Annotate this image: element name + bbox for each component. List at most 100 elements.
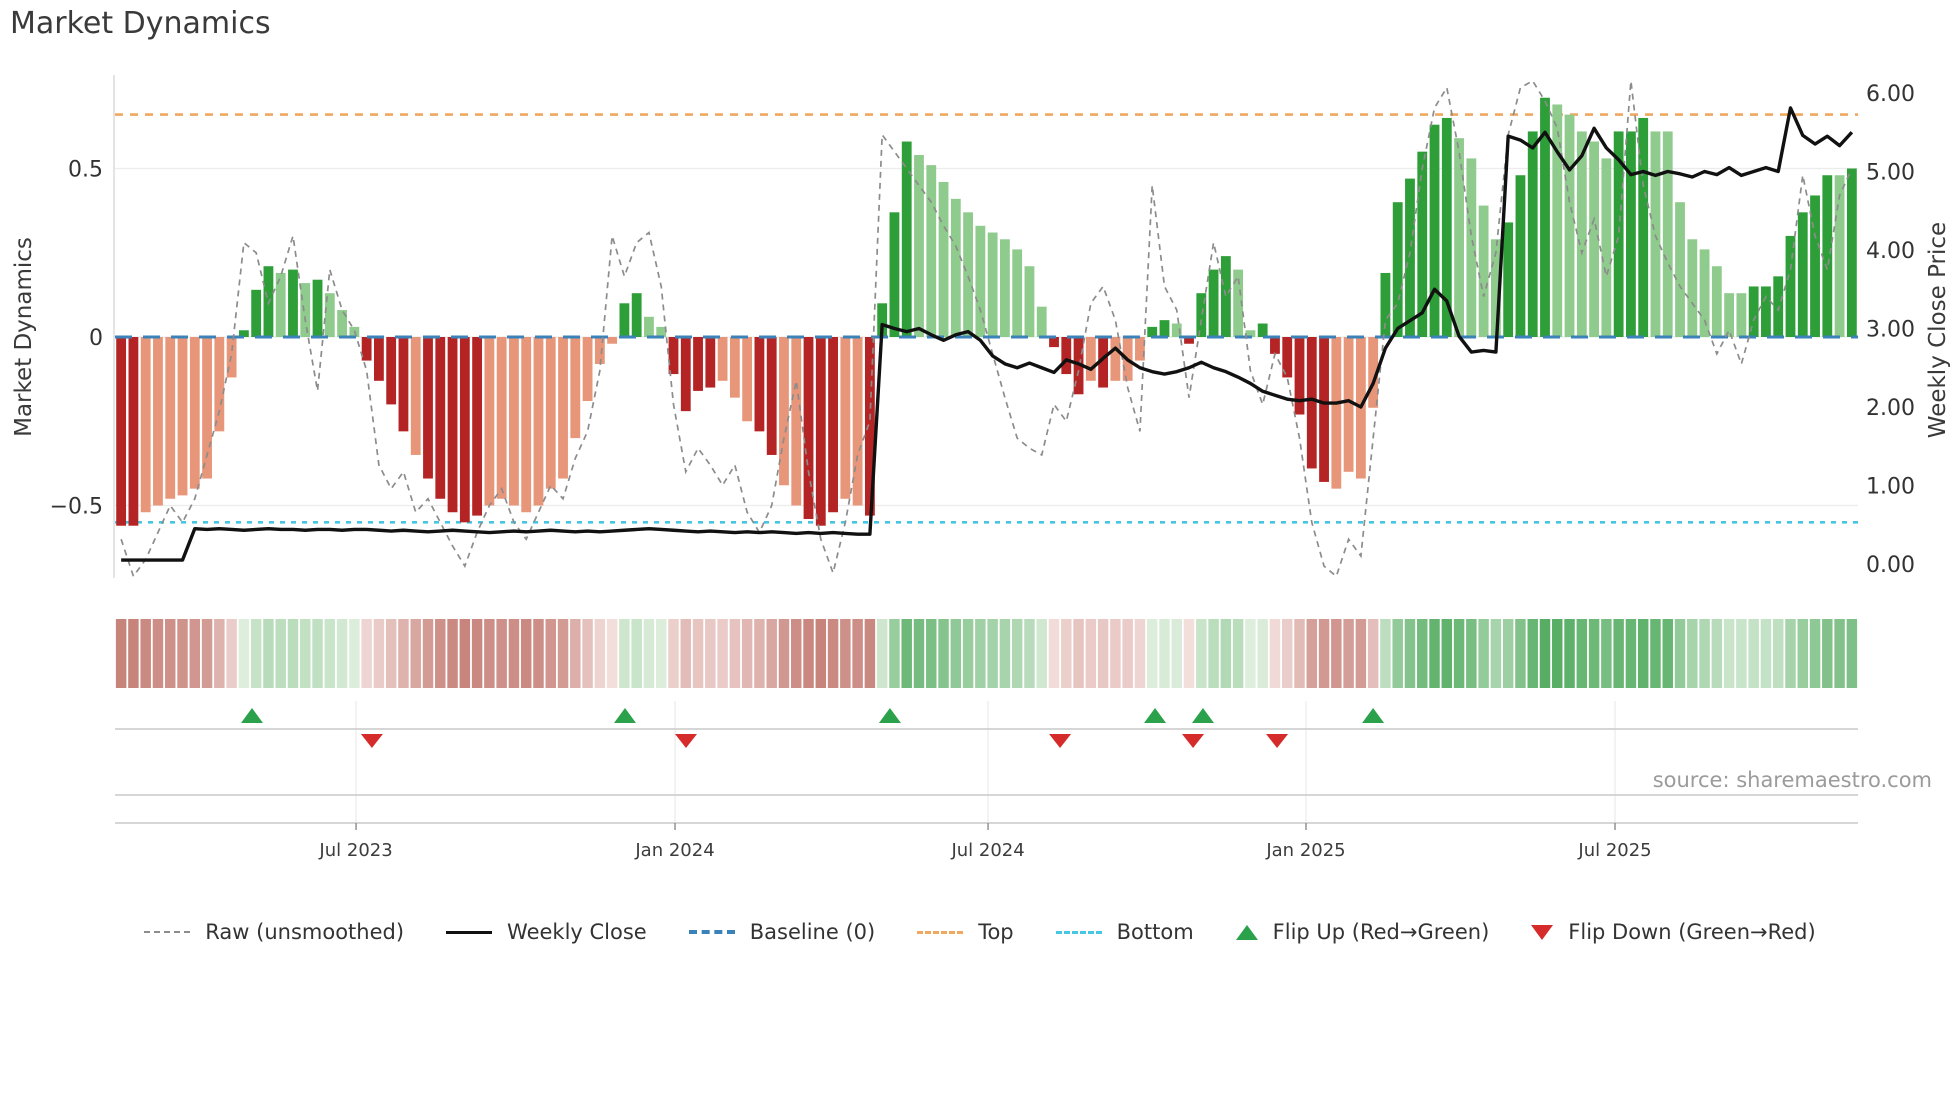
bar bbox=[1110, 337, 1121, 381]
bar bbox=[1552, 104, 1563, 337]
bar bbox=[644, 316, 654, 337]
bar bbox=[423, 337, 433, 479]
heatmap-cell bbox=[484, 619, 495, 688]
bar bbox=[1319, 337, 1329, 482]
flip-down-marker bbox=[360, 734, 383, 748]
heatmap-cell bbox=[962, 619, 974, 688]
heatmap-cell bbox=[1723, 619, 1735, 688]
bar bbox=[1343, 337, 1354, 472]
heatmap-cell bbox=[668, 619, 679, 688]
heatmap-cell bbox=[214, 619, 225, 688]
heatmap-cell bbox=[373, 619, 385, 688]
heatmap-cell bbox=[1478, 619, 1489, 688]
heatmap-cell bbox=[717, 619, 728, 688]
bar bbox=[1233, 269, 1244, 337]
right-tick-label: 2.00 bbox=[1866, 396, 1915, 421]
bar bbox=[1135, 337, 1145, 361]
bar bbox=[1613, 131, 1624, 337]
heatmap-cell bbox=[680, 619, 692, 688]
heatmap-cell bbox=[754, 619, 765, 688]
bar bbox=[963, 212, 973, 337]
bar bbox=[717, 337, 728, 381]
legend-item-weekly-close: Weekly Close bbox=[446, 920, 647, 944]
bar bbox=[447, 337, 458, 513]
heatmap-cell bbox=[840, 619, 851, 688]
bar bbox=[1773, 276, 1784, 337]
bar bbox=[1662, 131, 1673, 337]
heatmap-cell bbox=[852, 619, 863, 688]
bar bbox=[791, 337, 802, 506]
flip-down-marker bbox=[1049, 734, 1072, 748]
heatmap-cell bbox=[619, 619, 630, 688]
heatmap-cell bbox=[901, 619, 912, 688]
bar bbox=[1208, 269, 1219, 337]
bar bbox=[386, 337, 397, 405]
heatmap-cell bbox=[1699, 619, 1710, 688]
bar bbox=[1331, 337, 1342, 489]
heatmap-cell bbox=[459, 619, 471, 688]
flip-down-marker bbox=[1266, 734, 1289, 748]
bar bbox=[214, 337, 225, 432]
flip-up-marker bbox=[240, 708, 263, 723]
heatmap-cell bbox=[508, 619, 520, 688]
heatmap-cell bbox=[791, 619, 802, 688]
x-tick-label: Jul 2023 bbox=[318, 840, 392, 861]
legend-item-bottom: Bottom bbox=[1055, 920, 1194, 944]
heatmap-cell bbox=[164, 619, 176, 688]
bar bbox=[1368, 337, 1379, 408]
legend: Raw (unsmoothed) Weekly Close Baseline (… bbox=[0, 920, 1960, 944]
heatmap-cell bbox=[1367, 619, 1379, 688]
bar bbox=[668, 337, 679, 375]
heatmap-cell bbox=[1662, 619, 1673, 688]
heatmap-cell bbox=[1564, 619, 1575, 688]
heatmap-cell bbox=[1134, 619, 1146, 688]
bar bbox=[1748, 286, 1759, 337]
bar bbox=[864, 337, 875, 516]
heatmap-cell bbox=[471, 619, 483, 688]
x-tick-label: Jul 2024 bbox=[950, 840, 1024, 861]
heatmap-cell bbox=[606, 619, 618, 688]
heatmap-cell bbox=[1294, 619, 1305, 688]
heatmap-cell bbox=[1171, 619, 1182, 688]
heatmap-cell bbox=[1613, 619, 1624, 688]
bar bbox=[1687, 239, 1698, 337]
bottom-line-swatch-icon bbox=[1055, 930, 1102, 934]
top-line-swatch-icon bbox=[917, 930, 964, 934]
bar bbox=[509, 337, 519, 506]
heatmap-cell bbox=[827, 619, 839, 688]
bar bbox=[1171, 323, 1182, 337]
heatmap-cell bbox=[889, 619, 900, 688]
bar bbox=[631, 293, 642, 337]
flip-up-marker bbox=[878, 708, 901, 723]
bar bbox=[987, 232, 998, 337]
heatmap-cell bbox=[692, 619, 704, 688]
bar bbox=[1711, 266, 1722, 337]
bar bbox=[1761, 286, 1771, 337]
heatmap-cell bbox=[582, 619, 593, 688]
heatmap-cell bbox=[766, 619, 777, 688]
bar bbox=[1576, 131, 1587, 337]
bar bbox=[889, 212, 900, 337]
bar bbox=[975, 225, 986, 337]
left-tick-label: 0.5 bbox=[68, 158, 103, 183]
heatmap-cell bbox=[705, 619, 716, 688]
bar bbox=[1429, 124, 1440, 337]
flip-up-marker bbox=[614, 708, 637, 723]
bar bbox=[324, 293, 335, 337]
heatmap-cell bbox=[1110, 619, 1121, 688]
bar bbox=[1036, 306, 1047, 337]
heatmap-cell bbox=[876, 619, 888, 688]
bar bbox=[288, 269, 298, 337]
x-tick-label: Jan 2024 bbox=[634, 840, 714, 861]
bar bbox=[153, 337, 163, 506]
flip-down-marker bbox=[1182, 734, 1205, 748]
bar bbox=[1785, 235, 1796, 337]
bar bbox=[1441, 117, 1452, 337]
bar bbox=[1417, 151, 1428, 337]
heatmap-cell bbox=[496, 619, 507, 688]
heatmap-cell bbox=[177, 619, 188, 688]
bar bbox=[914, 155, 924, 337]
bar bbox=[1589, 141, 1600, 337]
bar bbox=[1626, 131, 1636, 337]
heatmap-cell bbox=[1441, 619, 1453, 688]
